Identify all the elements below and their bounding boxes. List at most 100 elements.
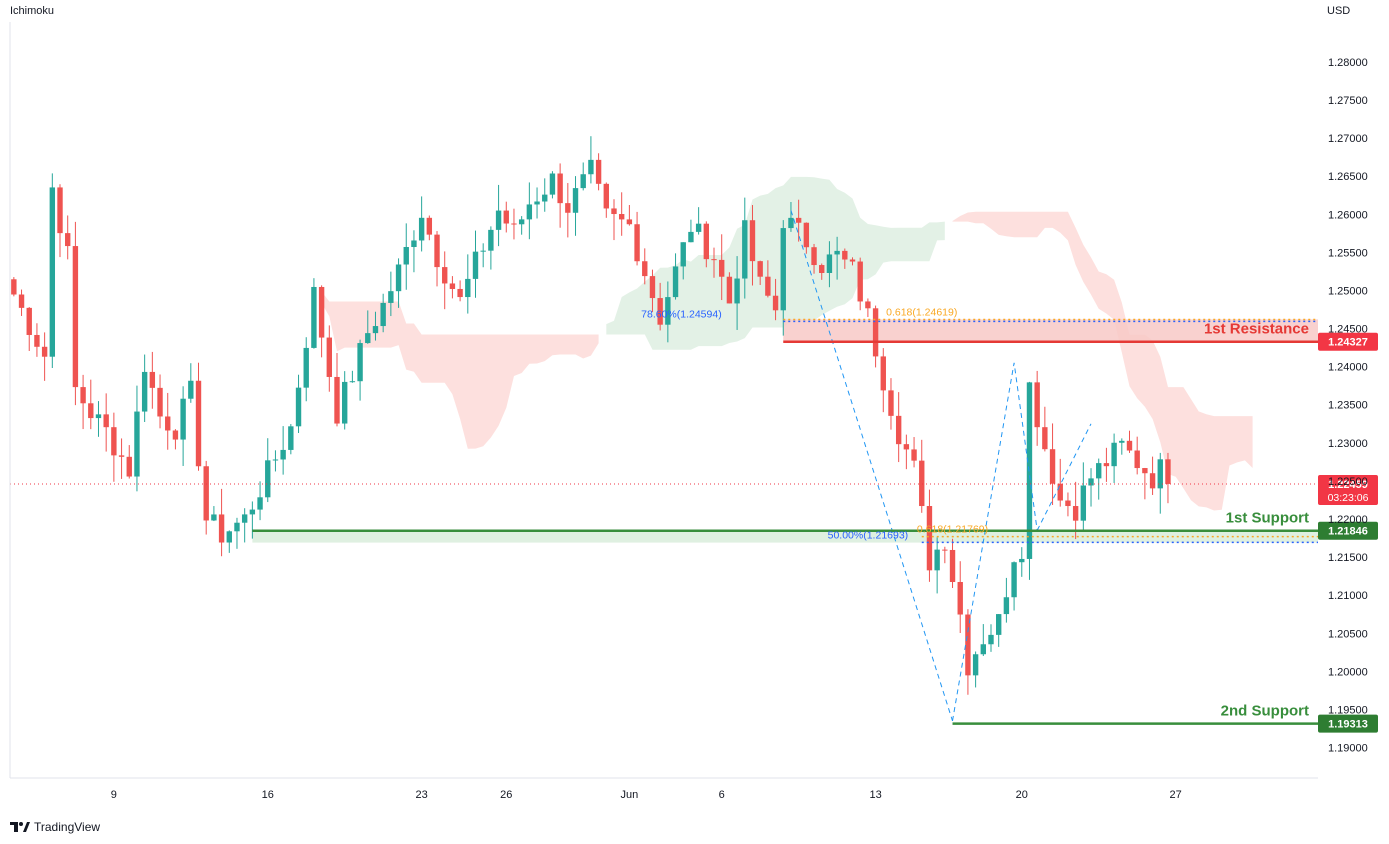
- y-tick-label: 1.27000: [1328, 133, 1368, 145]
- candle-bearish: [326, 337, 332, 377]
- candle-bearish: [449, 283, 456, 289]
- candle-bearish: [611, 208, 617, 215]
- candle-bearish: [503, 210, 509, 224]
- last-price-value: 1.22459: [1328, 479, 1368, 491]
- candle-bearish: [888, 390, 894, 416]
- footer-brand[interactable]: TradingView: [10, 818, 100, 836]
- candle-bullish: [411, 240, 417, 248]
- x-tick-label: 6: [719, 789, 725, 801]
- y-tick-label: 1.25000: [1328, 285, 1368, 297]
- level-name: 2nd Support: [1221, 703, 1309, 720]
- candle-bullish: [734, 278, 740, 304]
- fib-label: 0.618(1.21769): [917, 524, 988, 536]
- candle-bullish: [495, 210, 502, 230]
- candle-bearish: [80, 387, 86, 404]
- candle-bullish: [349, 381, 356, 383]
- swing-leg: [952, 362, 1038, 721]
- candle-bearish: [1142, 468, 1148, 474]
- candle-bullish: [234, 522, 240, 532]
- fib-label: 78.60%(1.24594): [641, 308, 722, 320]
- level-zones: [252, 319, 1318, 543]
- candle-bullish: [280, 449, 286, 460]
- candle-bearish: [957, 581, 963, 615]
- y-tick-label: 1.21500: [1328, 552, 1368, 564]
- candle-bullish: [996, 614, 1002, 635]
- candle-bearish: [1103, 463, 1110, 467]
- candle-bullish: [480, 250, 486, 252]
- swing-leg: [1036, 423, 1092, 531]
- candle-bearish: [218, 514, 225, 543]
- candle-bullish: [549, 173, 556, 195]
- y-tick-label: 1.26000: [1328, 209, 1368, 221]
- candle-bearish: [1057, 483, 1063, 501]
- candle-bullish: [788, 217, 794, 229]
- candle-bearish: [795, 217, 802, 223]
- countdown-timer: 03:23:06: [1328, 492, 1369, 504]
- candle-bullish: [357, 343, 363, 382]
- candle-bearish: [149, 371, 156, 388]
- candle-bullish: [695, 223, 702, 232]
- candle-bullish: [311, 286, 317, 348]
- candle-bearish: [172, 430, 179, 440]
- candle-bullish: [134, 411, 140, 477]
- candle-bearish: [157, 387, 163, 417]
- y-tick-label: 1.19500: [1328, 704, 1368, 716]
- candle-bearish: [703, 223, 710, 260]
- y-tick-label: 1.19000: [1328, 743, 1368, 755]
- candle-bearish: [719, 259, 725, 277]
- candle-bearish: [1042, 427, 1048, 450]
- candle-bullish: [1011, 562, 1017, 598]
- candle-bearish: [649, 276, 656, 299]
- candle-bullish: [380, 302, 386, 327]
- candle-bullish: [972, 654, 979, 676]
- candle-bearish: [334, 376, 340, 424]
- candle-bearish: [511, 223, 517, 225]
- candle-bearish: [442, 267, 448, 284]
- candle-bearish: [842, 250, 848, 260]
- candle-bullish: [588, 159, 594, 175]
- candle-bullish: [303, 347, 309, 388]
- candle-bullish: [1157, 459, 1163, 489]
- candle-bullish: [572, 188, 579, 213]
- candle-bearish: [18, 294, 25, 308]
- candle-bullish: [241, 514, 248, 523]
- candle-bullish: [534, 201, 540, 205]
- candle-bullish: [1003, 597, 1010, 615]
- candle-bullish: [742, 220, 748, 279]
- candle-bearish: [1034, 382, 1040, 428]
- candle-bullish: [472, 251, 479, 279]
- candle-bearish: [618, 214, 625, 220]
- level-name: 1st Resistance: [1204, 321, 1309, 338]
- candle-bearish: [765, 276, 771, 296]
- candle-bullish: [49, 187, 56, 357]
- candle-bearish: [1134, 450, 1140, 469]
- level-price-tag: [1318, 521, 1378, 540]
- candle-bearish: [603, 183, 609, 209]
- candle-bearish: [34, 334, 40, 347]
- candle-bearish: [1049, 449, 1056, 484]
- candle-bearish: [426, 217, 433, 235]
- candle-bearish: [903, 444, 910, 450]
- x-tick-label: 9: [111, 789, 117, 801]
- candle-bearish: [711, 259, 717, 261]
- candle-bullish: [980, 644, 986, 655]
- candle-bearish: [849, 259, 856, 262]
- candle-bearish: [1149, 473, 1156, 489]
- candle-bullish: [934, 549, 940, 571]
- level-price-label: 1.19313: [1328, 719, 1368, 731]
- candle-bullish: [418, 217, 425, 241]
- candle-bearish: [1072, 506, 1079, 521]
- candle-bullish: [272, 459, 279, 461]
- candle-bullish: [211, 514, 217, 521]
- level-price-label: 1.21846: [1328, 526, 1368, 538]
- level-price-tag: [1318, 714, 1378, 733]
- y-tick-label: 1.28000: [1328, 57, 1368, 69]
- candle-bearish: [26, 307, 32, 335]
- candle-bearish: [1165, 459, 1171, 484]
- candle-bullish: [1080, 485, 1087, 521]
- candle-bullish: [488, 229, 494, 251]
- candle-bullish: [1119, 440, 1125, 443]
- candle-bullish: [826, 254, 833, 273]
- cloud-segment-bullish: [13, 241, 314, 296]
